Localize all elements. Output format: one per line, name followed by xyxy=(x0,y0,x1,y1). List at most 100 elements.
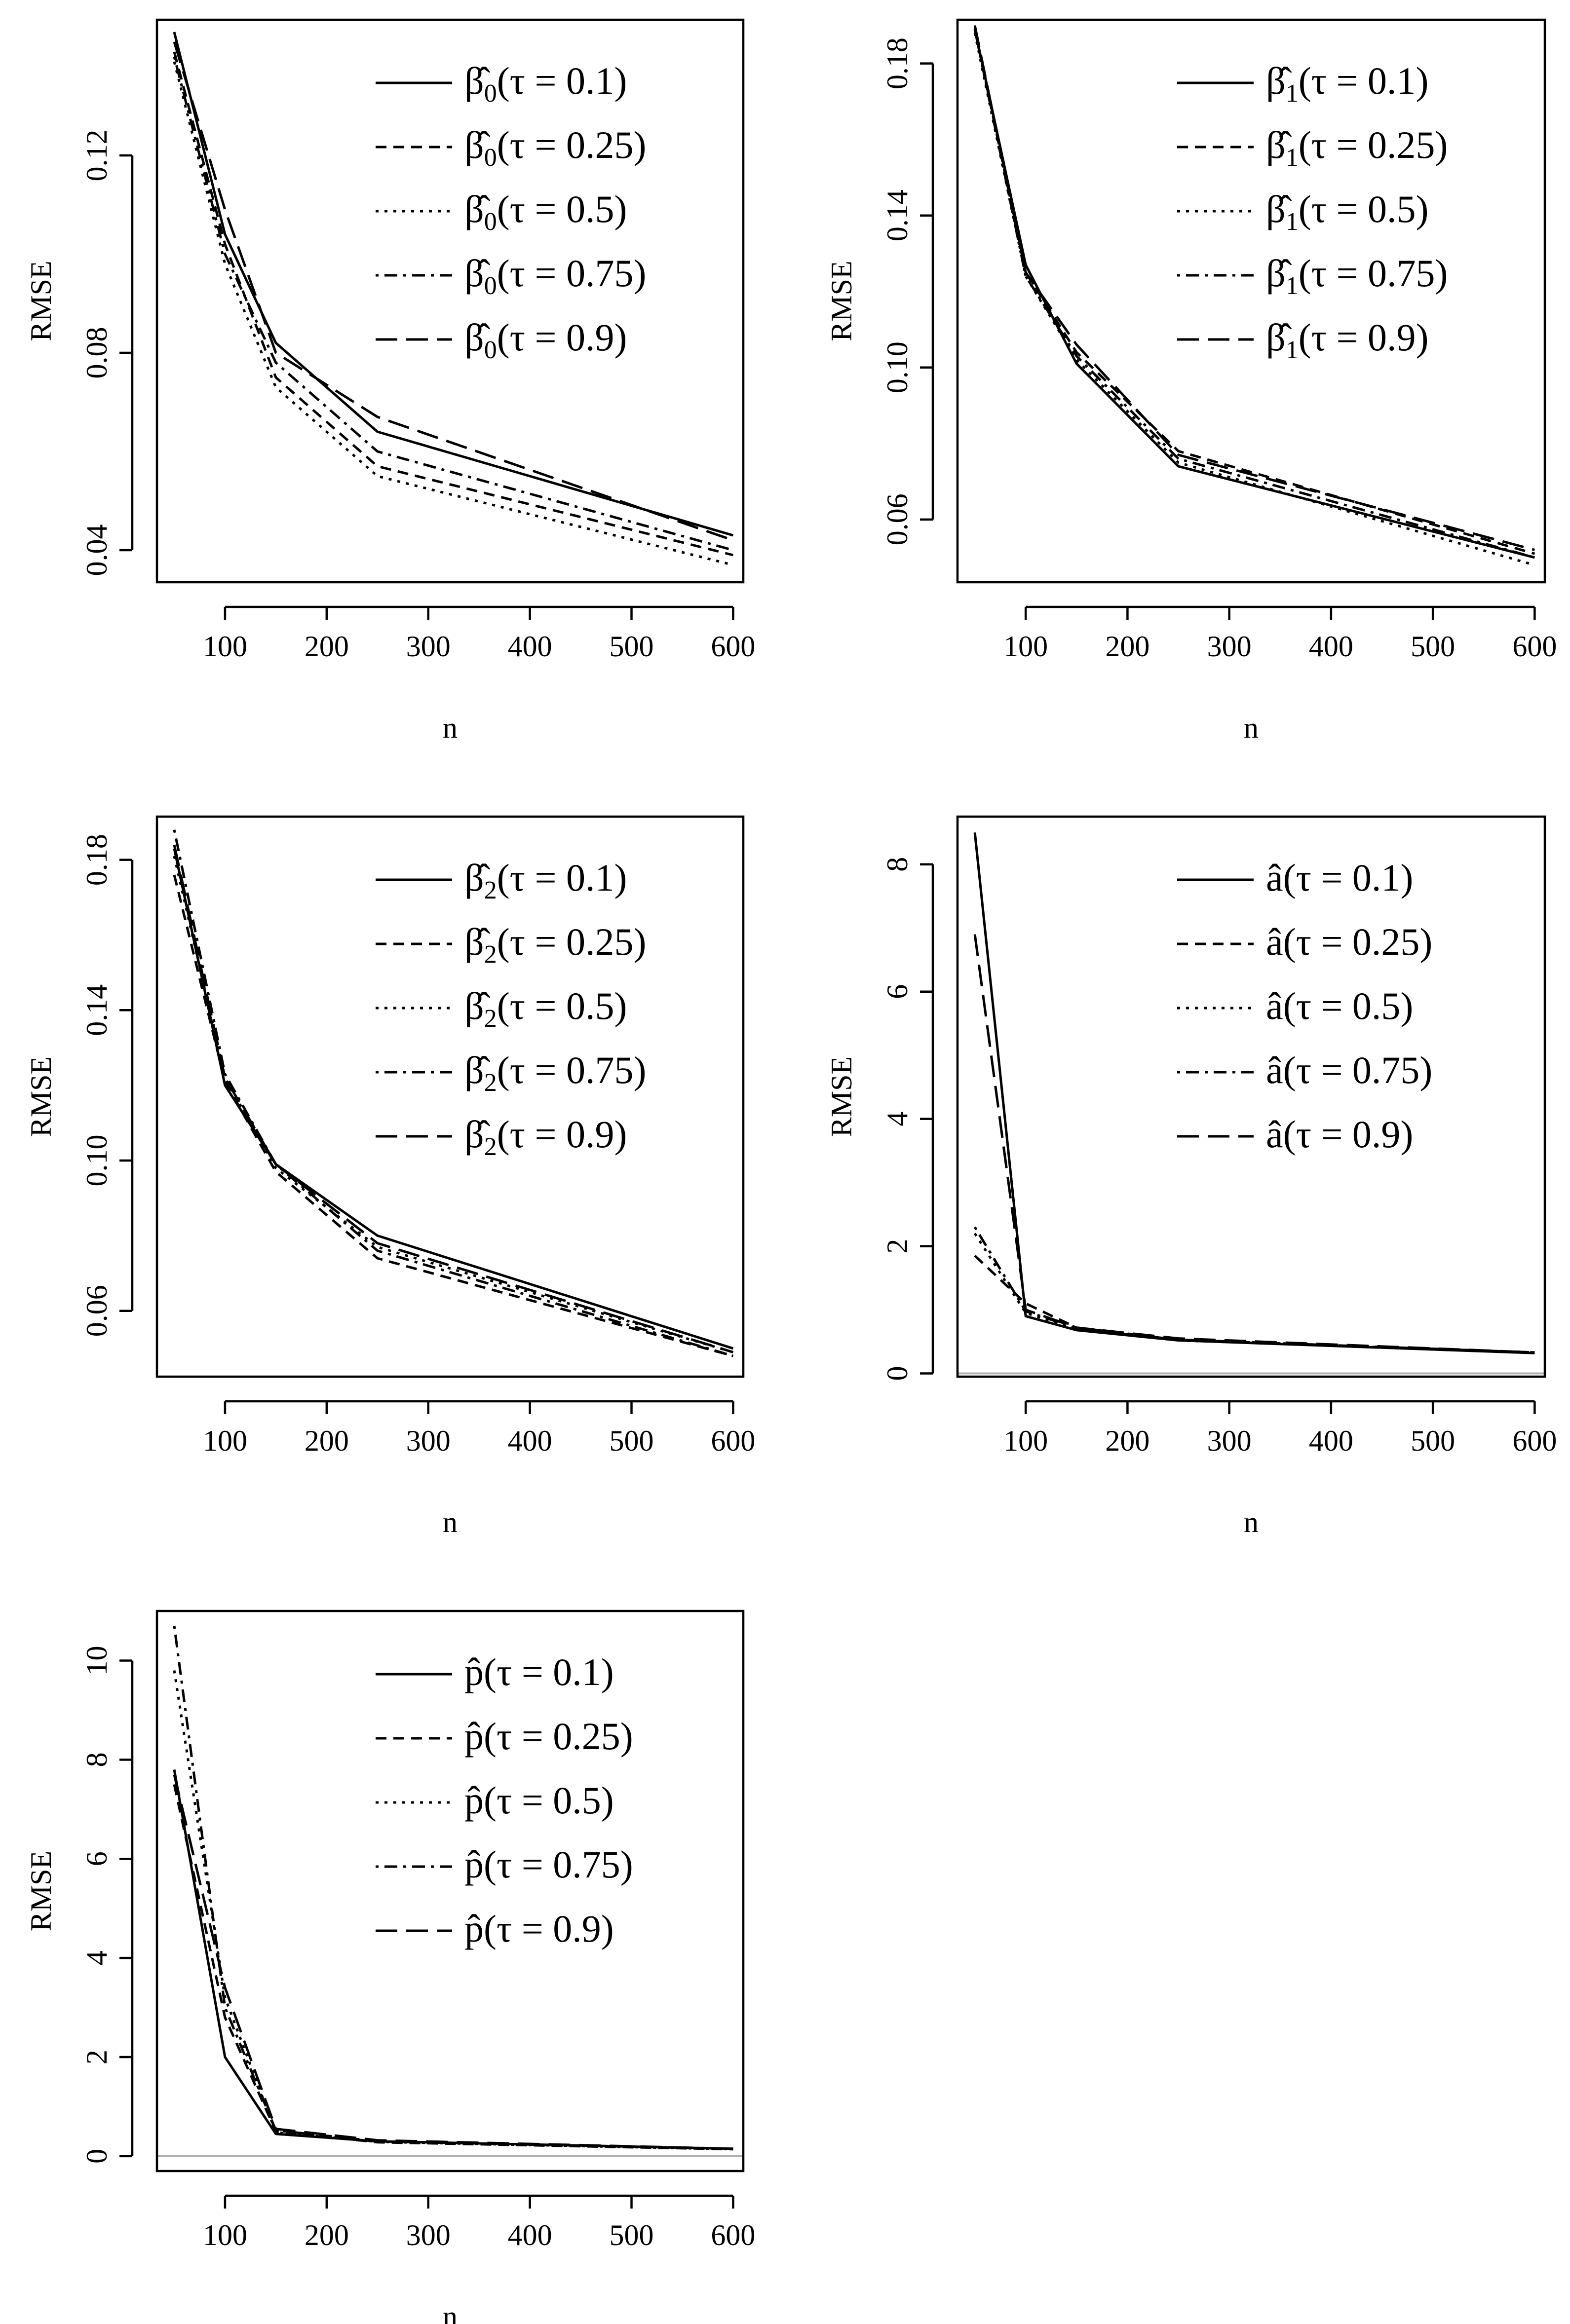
legend-tau-value: (τ = 0.75) xyxy=(484,1843,633,1886)
legend-subscript: 0 xyxy=(484,272,497,300)
plot-frame xyxy=(956,18,1546,584)
legend-tau-value: (τ = 0.5) xyxy=(1283,984,1414,1027)
plot-frame xyxy=(155,815,745,1378)
x-tick-label: 500 xyxy=(1411,630,1455,663)
legend-entry-label: â(τ = 0.75) xyxy=(1266,1049,1432,1091)
x-tick-label: 300 xyxy=(406,1424,451,1457)
series-line-solid xyxy=(973,29,1535,559)
legend-tau-value: (τ = 0.75) xyxy=(497,252,647,295)
legend-symbol: p̂ xyxy=(464,1779,484,1822)
legend-subscript: 0 xyxy=(484,336,497,364)
x-tick-label: 600 xyxy=(711,2219,755,2251)
x-axis-label: n xyxy=(1244,712,1259,744)
legend-subscript: 1 xyxy=(1286,144,1299,172)
legend-entry-label: β̂1(τ = 0.5) xyxy=(1266,187,1428,236)
legend-symbol: p̂ xyxy=(464,1843,484,1886)
y-tick-label: 0 xyxy=(80,2149,113,2164)
x-tick-label: 100 xyxy=(1003,1424,1048,1457)
legend-entry-label: β̂0(τ = 0.75) xyxy=(464,252,646,300)
legend-symbol: p̂ xyxy=(464,1650,484,1693)
y-axis-label: RMSE xyxy=(25,1056,57,1137)
plot-frame xyxy=(155,1610,745,2173)
legend-subscript: 0 xyxy=(484,208,497,236)
legend-entry-label: p̂(τ = 0.25) xyxy=(464,1715,633,1758)
x-tick-label: 400 xyxy=(508,2219,552,2251)
x-tick-label: 500 xyxy=(610,2219,654,2251)
plot-frame xyxy=(956,815,1546,1378)
x-tick-label: 300 xyxy=(1207,630,1252,663)
series-line-dotted xyxy=(173,61,734,566)
series-line-longdash xyxy=(173,844,734,1353)
x-tick-label: 300 xyxy=(406,2219,451,2251)
y-tick-label: 2 xyxy=(80,2050,113,2064)
y-tick-label: 0.04 xyxy=(80,525,113,576)
y-tick-label: 0.08 xyxy=(80,327,113,379)
series-line-solid xyxy=(973,832,1535,1354)
panel-beta0-rmse: 100 200 300 400 500 600 n 0.04 0.08 0.12 RMSE β̂0(τ… xyxy=(25,18,755,744)
y-tick-label: 4 xyxy=(881,1112,914,1126)
legend-entry-label: β̂2(τ = 0.25) xyxy=(464,920,646,969)
legend-entry-label: β̂1(τ = 0.75) xyxy=(1266,252,1448,300)
y-axis-label: RMSE xyxy=(25,261,57,341)
legend-tau-value: (τ = 0.9) xyxy=(1283,1113,1414,1156)
x-tick-label: 300 xyxy=(406,630,451,663)
legend-tau-value: (τ = 0.5) xyxy=(497,984,627,1027)
legend-tau-value: (τ = 0.9) xyxy=(484,1907,614,1950)
legend-symbol: p̂ xyxy=(464,1715,484,1758)
series-line-dotted xyxy=(973,33,1535,566)
legend-entry-label: β̂0(τ = 0.5) xyxy=(464,187,627,236)
legend-entry-label: β̂0(τ = 0.9) xyxy=(464,316,627,364)
legend-tau-value: (τ = 0.5) xyxy=(1299,187,1429,230)
x-tick-label: 500 xyxy=(1411,1424,1455,1457)
legend-tau-value: (τ = 0.5) xyxy=(497,187,627,230)
y-tick-label: 0.14 xyxy=(80,984,113,1036)
legend-entry-label: β̂1(τ = 0.25) xyxy=(1266,123,1448,172)
x-tick-label: 500 xyxy=(610,1424,654,1457)
x-tick-label: 200 xyxy=(305,630,349,663)
legend-tau-value: (τ = 0.1) xyxy=(1283,856,1414,899)
y-tick-label: 0.06 xyxy=(881,493,914,545)
legend-tau-value: (τ = 0.9) xyxy=(497,1113,627,1156)
x-tick-label: 300 xyxy=(1207,1424,1252,1457)
legend-subscript: 0 xyxy=(484,144,497,172)
legend-tau-value: (τ = 0.25) xyxy=(497,123,647,166)
legend-entry-label: â(τ = 0.1) xyxy=(1266,856,1413,899)
legend-subscript: 0 xyxy=(484,79,497,108)
series-line-dotdash xyxy=(973,29,1535,559)
legend-tau-value: (τ = 0.9) xyxy=(1299,316,1429,359)
series-line-longdash xyxy=(173,1774,733,2150)
legend-tau-value: (τ = 0.9) xyxy=(497,316,627,359)
series-line-dotdash xyxy=(173,829,734,1357)
y-tick-label: 0.10 xyxy=(881,341,914,393)
legend-subscript: 1 xyxy=(1286,336,1299,364)
y-axis-label: RMSE xyxy=(25,1851,57,1931)
panel-beta2-rmse: 100 200 300 400 500 600 n 0.06 0.10 0.14 0.18 RMSE β… xyxy=(25,815,755,1538)
legend-subscript: 2 xyxy=(484,1005,497,1033)
x-tick-label: 200 xyxy=(1105,630,1149,663)
x-tick-label: 600 xyxy=(1512,1424,1557,1457)
legend-entry-label: â(τ = 0.5) xyxy=(1266,984,1413,1027)
x-tick-label: 600 xyxy=(711,1424,755,1457)
y-tick-label: 0.18 xyxy=(80,834,113,886)
series-line-dashed xyxy=(173,51,734,557)
legend-tau-value: (τ = 0.1) xyxy=(484,1650,614,1693)
y-tick-label: 6 xyxy=(881,984,914,999)
legend-symbol: â xyxy=(1266,920,1283,963)
y-tick-label: 0.18 xyxy=(881,37,914,89)
x-tick-label: 400 xyxy=(1309,1424,1353,1457)
x-tick-label: 400 xyxy=(508,630,552,663)
legend-entry-label: β̂0(τ = 0.1) xyxy=(464,59,627,108)
x-axis-label: n xyxy=(443,1506,458,1538)
legend-subscript: 1 xyxy=(1286,79,1299,108)
y-tick-label: 0.10 xyxy=(80,1134,113,1186)
x-tick-label: 100 xyxy=(1003,630,1048,663)
legend-symbol: â xyxy=(1266,1049,1283,1091)
legend-entry-label: β̂0(τ = 0.25) xyxy=(464,123,646,172)
legend-entry-label: p̂(τ = 0.5) xyxy=(464,1779,614,1822)
series-line-dotted xyxy=(173,856,734,1353)
legend-entry-label: p̂(τ = 0.1) xyxy=(464,1650,614,1693)
legend-subscript: 1 xyxy=(1286,208,1299,236)
legend-symbol: p̂ xyxy=(464,1907,484,1950)
series-line-dotted xyxy=(973,1233,1535,1354)
